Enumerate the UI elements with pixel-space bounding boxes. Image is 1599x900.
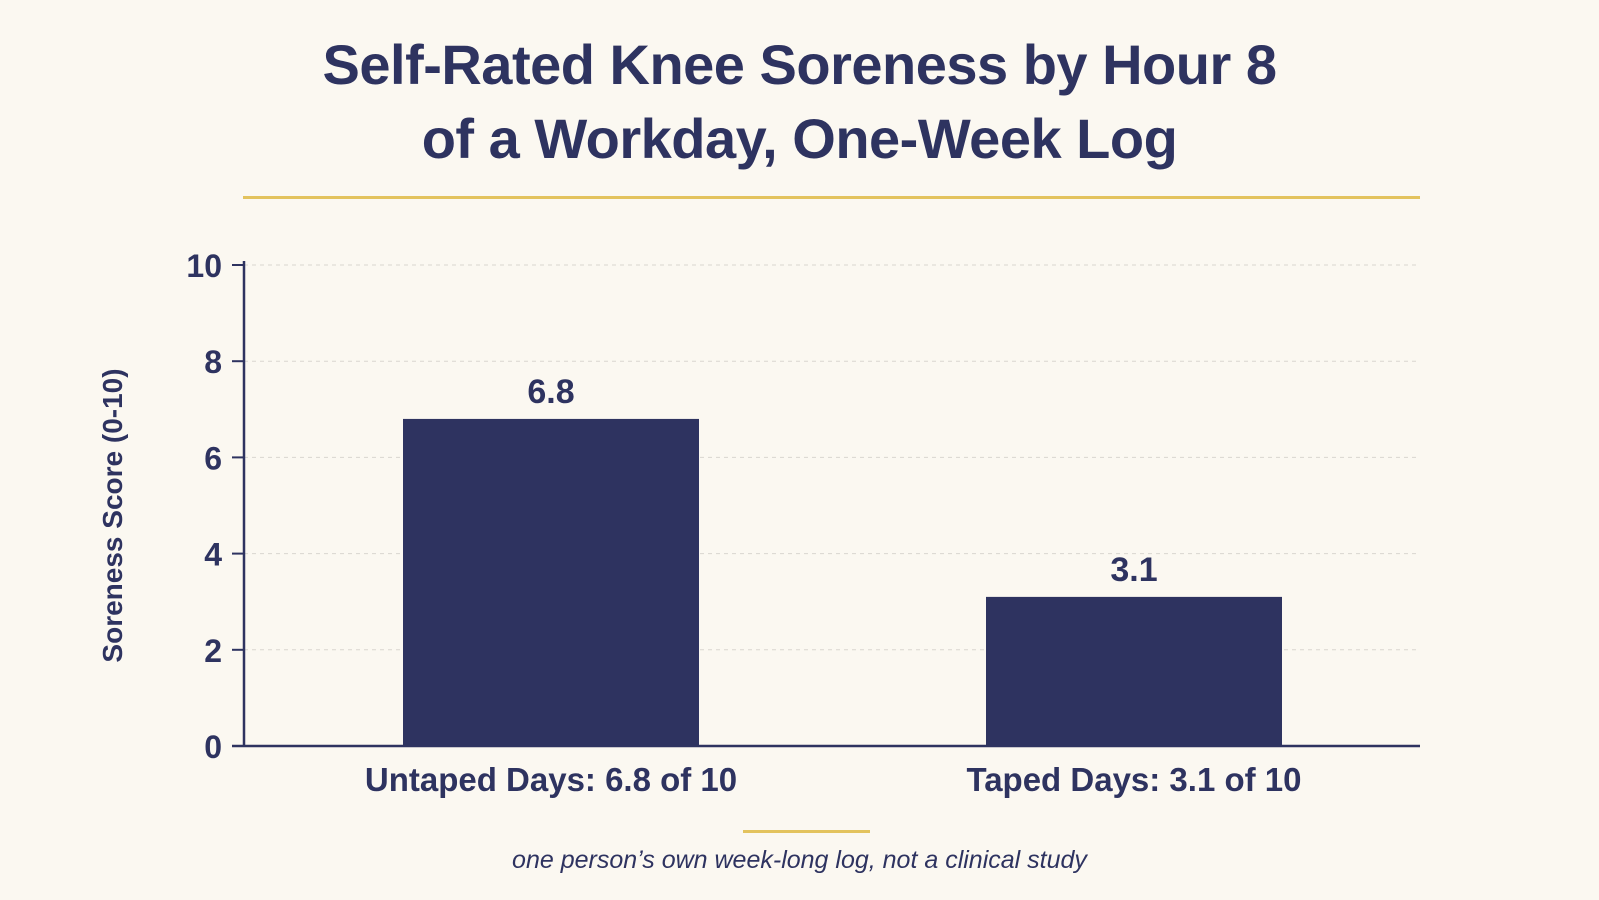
chart-title-line-1: Self-Rated Knee Soreness by Hour 8 [322,33,1277,96]
x-category-label-2: Taped Days: 3.1 of 10 [966,761,1301,798]
chart-title: Self-Rated Knee Soreness by Hour 8 of a … [0,28,1599,176]
x-category-label-1: Untaped Days: 6.8 of 10 [365,761,737,798]
y-tick-label-2: 2 [204,633,222,669]
y-tick-label-4: 4 [204,537,222,573]
y-tick-label-8: 8 [204,344,222,380]
chart-title-line-2: of a Workday, One-Week Log [421,107,1178,170]
footnote: one person’s own week-long log, not a cl… [512,846,1087,874]
y-axis-title: Soreness Score (0-10) [97,368,128,662]
bar-value-label-1: 6.8 [527,373,574,411]
bar-2 [986,596,1282,746]
y-tick-label-0: 0 [204,729,222,765]
y-tick-label-10: 10 [186,248,222,284]
bar-value-label-2: 3.1 [1110,551,1157,589]
y-tick-label-6: 6 [204,440,222,476]
footnote-divider [743,830,870,833]
title-divider [243,196,1420,199]
bar-1 [403,418,699,746]
